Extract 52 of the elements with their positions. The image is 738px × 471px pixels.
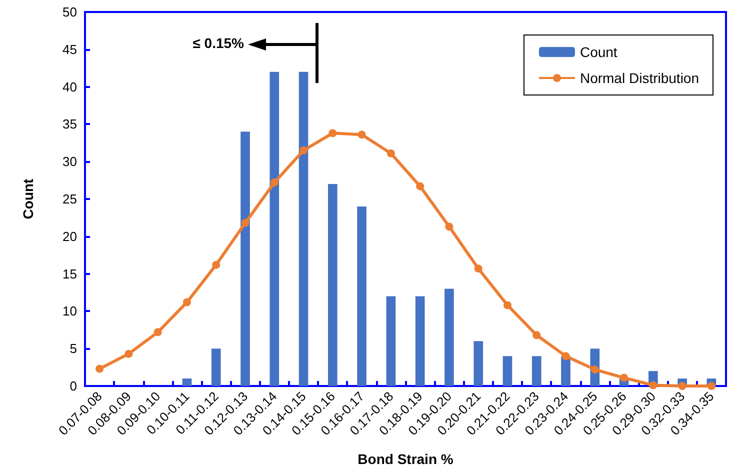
y-tick-label: 20 — [62, 228, 77, 244]
point — [416, 182, 424, 190]
bar — [386, 296, 396, 386]
annotation: ≤ 0.15% — [192, 35, 244, 51]
legend-label: Count — [580, 44, 618, 60]
bar — [211, 348, 221, 386]
bar — [270, 72, 280, 386]
bar — [240, 132, 250, 386]
bar — [415, 296, 425, 386]
bar — [474, 341, 484, 386]
point — [182, 298, 191, 306]
point — [154, 328, 162, 336]
point — [562, 352, 570, 360]
point — [503, 301, 512, 310]
bar — [561, 356, 570, 386]
point — [386, 149, 395, 158]
y-tick-label: 45 — [62, 42, 77, 57]
y-tick-label: 35 — [62, 116, 77, 132]
point — [328, 129, 337, 138]
y-axis-title: Count — [20, 178, 36, 220]
y-tick-label: 5 — [70, 341, 77, 356]
point — [590, 366, 599, 374]
y-tick-label: 10 — [62, 304, 77, 319]
point — [270, 178, 278, 187]
y-tick-label: 25 — [62, 192, 77, 206]
bar — [357, 206, 366, 386]
y-tick-label: 40 — [62, 79, 77, 94]
point — [620, 374, 628, 382]
bar — [182, 378, 192, 386]
bar — [444, 288, 454, 386]
bar — [298, 72, 308, 386]
bar — [532, 356, 542, 386]
bar — [502, 356, 512, 386]
point — [212, 260, 220, 269]
point — [358, 130, 366, 139]
legend-label: Normal Distribution — [580, 70, 700, 86]
point — [124, 350, 133, 358]
x-axis-title: Bond Strain % — [358, 451, 454, 467]
point — [707, 382, 716, 390]
y-tick-label: 15 — [62, 266, 77, 282]
point — [96, 364, 104, 373]
point — [474, 264, 482, 273]
y-tick-label: 0 — [70, 378, 77, 394]
y-tick-label: 50 — [62, 4, 77, 20]
point — [649, 381, 658, 390]
point — [300, 146, 308, 154]
point — [445, 222, 454, 231]
bar — [328, 184, 338, 386]
point — [678, 382, 686, 390]
point — [241, 218, 250, 227]
y-tick-label: 30 — [62, 154, 77, 170]
point — [532, 331, 541, 340]
